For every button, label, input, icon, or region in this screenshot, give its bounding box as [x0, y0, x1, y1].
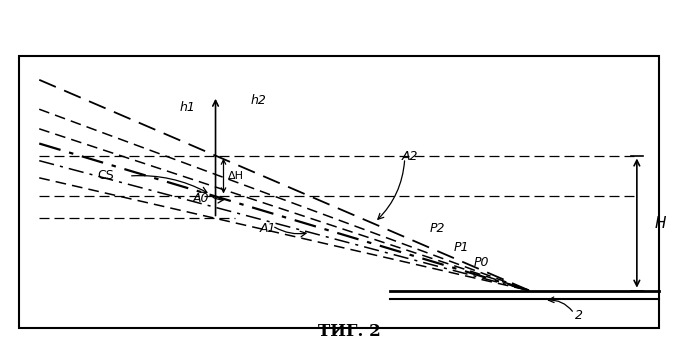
Text: 2: 2 — [575, 309, 583, 322]
Bar — [20, 57, 659, 329]
Text: H: H — [655, 216, 667, 231]
Text: CS: CS — [98, 170, 114, 183]
Text: A0: A0 — [193, 192, 209, 205]
Text: P2: P2 — [430, 222, 445, 235]
Text: h2: h2 — [251, 94, 266, 107]
Text: ΔH: ΔH — [228, 171, 244, 181]
Text: P0: P0 — [474, 256, 489, 269]
Text: A1: A1 — [260, 222, 276, 235]
Text: A2: A2 — [401, 150, 418, 163]
Text: h1: h1 — [179, 101, 195, 114]
Text: ΤИГ. 2: ΤИГ. 2 — [318, 323, 380, 340]
Text: P1: P1 — [454, 241, 469, 254]
